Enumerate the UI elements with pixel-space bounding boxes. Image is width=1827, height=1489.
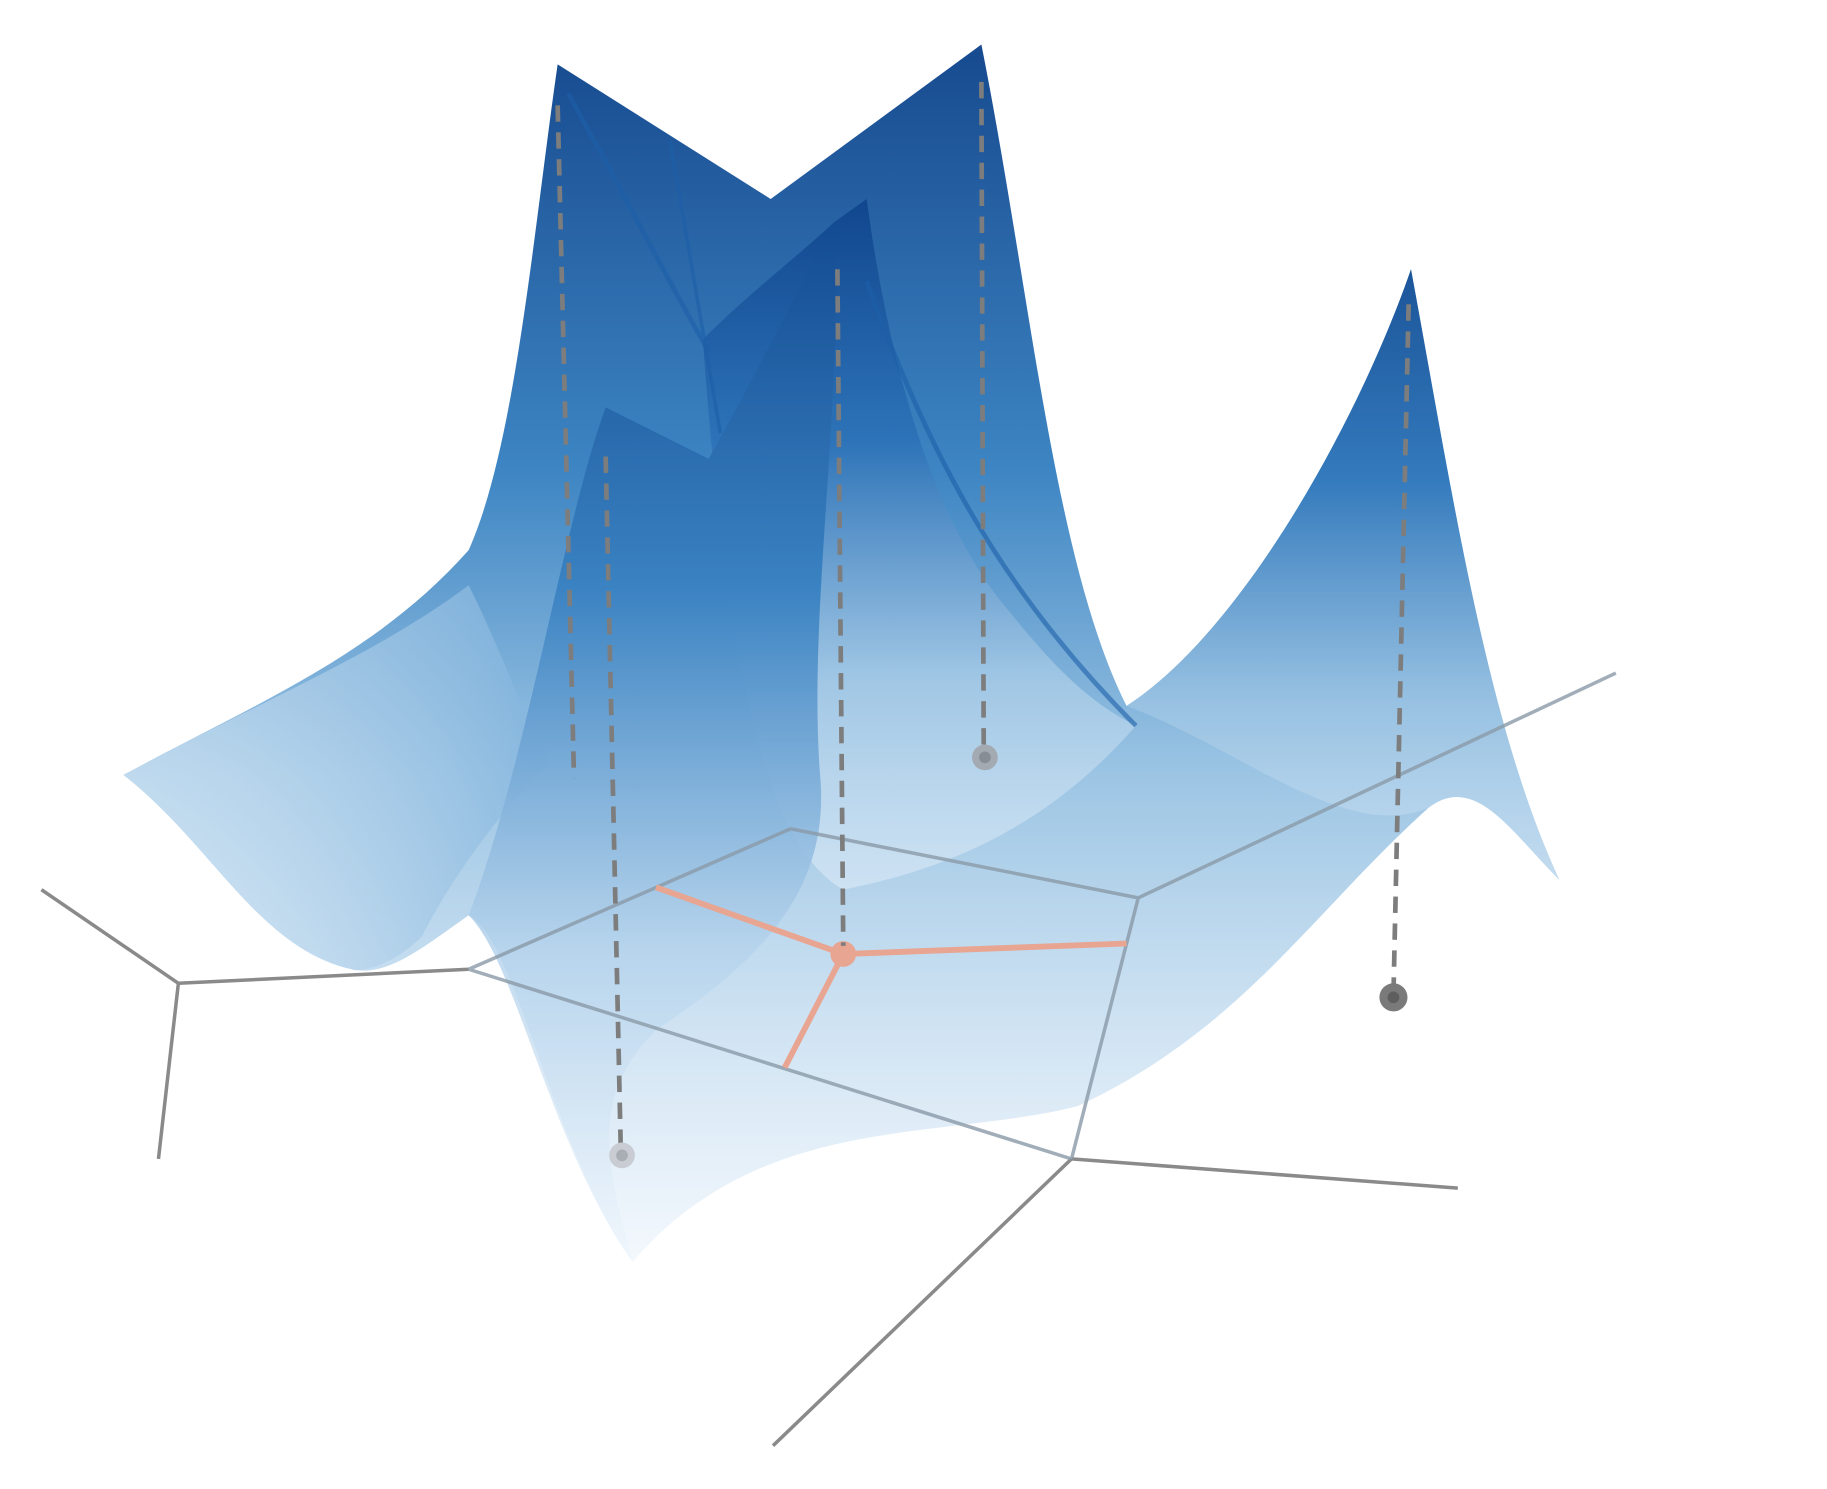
edge (178, 967, 469, 986)
surface-left (123, 585, 551, 971)
edge (843, 940, 1127, 957)
highlight-vertex (830, 941, 857, 967)
edge (782, 952, 846, 1069)
edge (1069, 897, 1140, 1160)
drop-line (555, 105, 577, 779)
edge (790, 827, 1139, 900)
edge (467, 827, 792, 971)
edge (1137, 671, 1617, 900)
drop-lines (555, 81, 1412, 1154)
surface-right (1126, 269, 1560, 881)
drop-line (603, 456, 624, 1154)
edge (654, 884, 845, 957)
highlight-edges (654, 884, 1127, 1069)
ridge (566, 92, 711, 353)
edge (771, 1157, 1073, 1447)
drop-line (835, 269, 846, 946)
drop-line (979, 81, 987, 756)
site-point-core (1387, 991, 1400, 1004)
site-point-core (979, 751, 991, 764)
site-point-core (616, 1149, 628, 1162)
ridges (566, 92, 1138, 728)
edge (40, 888, 180, 985)
cell-edges-front (467, 671, 1617, 1161)
drop-line (1391, 304, 1412, 996)
ridge (668, 140, 723, 434)
ridge (864, 280, 1138, 728)
edge (1071, 1157, 1458, 1190)
edge (156, 983, 181, 1160)
edge (468, 967, 1073, 1161)
surface-front (468, 222, 836, 1262)
